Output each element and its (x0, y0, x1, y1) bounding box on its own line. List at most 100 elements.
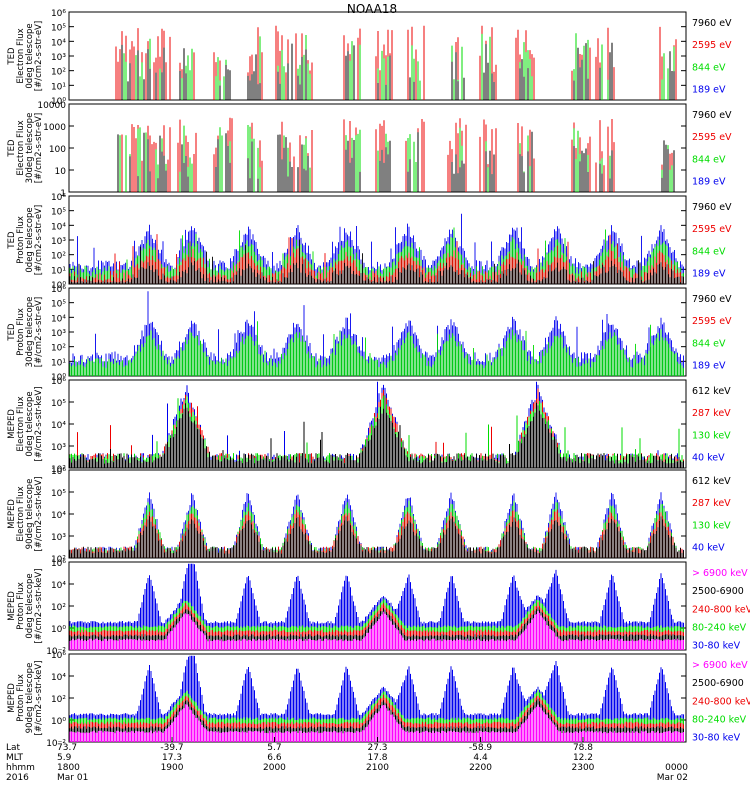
panel-8: 10⁻² 10⁰ 10² 10⁴ 10⁶ MEPED Proton Flux 90deg te… (7, 651, 750, 749)
legend-entry: 7960 eV (692, 202, 732, 213)
y-axis-label-line: Proton Flux (16, 674, 26, 722)
x-tick-label: -39.7 (160, 743, 183, 753)
panel-3: 10⁰ 10¹ 10² 10³ 10⁴ 10⁵ 10⁶ TED Proton Flux 0deg … (7, 193, 732, 291)
y-tick-label: 100 (49, 145, 66, 155)
y-tick-label: 10² (51, 555, 66, 565)
y-tick-label: 10⁶ (51, 193, 66, 203)
legend-entry: 240-800 keV (692, 604, 750, 615)
y-axis-label-line: TED (7, 47, 17, 66)
y-tick-label: 10⁶ (51, 377, 66, 387)
y-tick-label: 10⁰ (51, 625, 66, 635)
data-traces (69, 213, 684, 284)
series-trace-red (69, 694, 684, 742)
series-trace-black (69, 698, 684, 742)
y-tick-label: 10⁴ (51, 38, 66, 48)
legend-entry: > 6900 keV (692, 568, 748, 579)
y-tick-label: 10² (51, 603, 66, 613)
panel-4: 10⁰ 10¹ 10² 10³ 10⁴ 10⁵ 10⁶ TED Proton Flux 30deg… (7, 285, 732, 383)
y-tick-label: 10 (55, 167, 67, 177)
y-tick-label: 10⁴ (51, 421, 66, 431)
panel-2: 1 10 100 1000 10000 TED Electron Flux 30deg tel… (7, 101, 732, 199)
y-tick-label: 10⁵ (51, 300, 66, 310)
legend-entry: 189 eV (692, 269, 726, 280)
series-trace-green (69, 227, 684, 284)
legend-entry: 80-240 keV (692, 714, 747, 725)
legend-entry: 40 keV (692, 453, 725, 464)
y-tick-label: 1000 (43, 123, 66, 133)
y-tick-label: 10⁵ (51, 208, 66, 218)
y-axis-label-line: [#/cm2-s-str-keV] (34, 477, 44, 552)
legend-entry: 7960 eV (692, 18, 732, 29)
series-trace-red (115, 25, 677, 100)
y-axis-label-line: MEPED (7, 683, 17, 713)
x-tick-label: 2300 (572, 763, 595, 773)
panel-7: 10⁻² 10⁰ 10² 10⁴ 10⁶ MEPED Proton Flux 0deg tel… (7, 559, 750, 657)
y-tick-label: 10⁰ (51, 373, 66, 383)
legend-entry: 2595 eV (692, 316, 732, 327)
y-tick-label: 10⁰ (51, 281, 66, 291)
x-tick-label: 78.8 (573, 743, 593, 753)
x-tick-label: 2100 (366, 763, 389, 773)
y-tick-label: 10⁴ (51, 314, 66, 324)
legend-entry: 80-240 keV (692, 622, 747, 633)
y-axis-label-line: 0deg telescope (25, 573, 35, 638)
legend-entry: 30-80 keV (692, 733, 741, 744)
series-trace-blue (69, 655, 684, 742)
x-tick-label: 4.4 (473, 753, 488, 763)
legend-entry: 2595 eV (692, 40, 732, 51)
y-tick-label: 10³ (51, 237, 66, 247)
y-tick-label: 10⁶ (51, 651, 66, 661)
y-axis-label-line: MEPED (7, 591, 17, 621)
panel-5: 10² 10³ 10⁴ 10⁵ 10⁶ MEPED Electron Flux 0deg te… (7, 377, 731, 475)
y-axis-label-line: MEPED (7, 409, 17, 439)
legend-entry: 287 keV (692, 498, 731, 509)
x-tick-label: -58.9 (469, 743, 493, 753)
y-axis-label-line: Proton Flux (16, 582, 26, 630)
series-trace-blue (69, 291, 684, 376)
y-axis-label-line: Electron Flux (16, 486, 26, 541)
y-tick-label: 10⁶ (51, 285, 66, 295)
y-tick-label: 10⁵ (51, 399, 66, 409)
y-tick-label: 10³ (51, 533, 66, 543)
x-tick-label: 2200 (469, 763, 492, 773)
y-tick-label: 10¹ (51, 358, 66, 368)
series-trace-black (69, 516, 684, 558)
y-tick-label: 10⁶ (51, 559, 66, 569)
legend-entry: 844 eV (692, 338, 726, 349)
x-tick-label: 5.9 (57, 753, 72, 763)
series-trace-red (69, 602, 684, 650)
y-tick-label: 10² (51, 695, 66, 705)
x-row-label: Lat (6, 743, 21, 753)
x-tick-label: Mar 01 (57, 773, 88, 783)
legend-entry: 130 keV (692, 430, 731, 441)
y-tick-label: 10³ (51, 443, 66, 453)
legend-entry: 2595 eV (692, 224, 732, 235)
y-tick-label: 10⁵ (51, 24, 66, 34)
legend-entry: 240-800 keV (692, 696, 750, 707)
legend-entry: 844 eV (692, 246, 726, 257)
x-tick-label: 17.8 (367, 753, 387, 763)
legend-entry: 130 keV (692, 520, 731, 531)
x-row-label: MLT (6, 753, 24, 763)
y-tick-label: 10⁴ (51, 581, 66, 591)
data-traces (69, 563, 684, 650)
legend-entry: 30-80 keV (692, 641, 741, 652)
series-trace-green (121, 33, 675, 100)
legend-entry: 2595 eV (692, 132, 732, 143)
series-trace-red (69, 509, 684, 558)
legend-entry: 844 eV (692, 62, 726, 73)
y-tick-label: 10² (51, 68, 66, 78)
y-tick-label: 10000 (37, 101, 66, 111)
x-tick-label: 0000 (665, 763, 688, 773)
x-tick-label: Mar 02 (657, 773, 688, 783)
y-tick-label: 10⁴ (51, 222, 66, 232)
series-trace-red (69, 234, 684, 284)
x-tick-label: 12.2 (573, 753, 593, 763)
legend-entry: 844 eV (692, 154, 726, 165)
y-axis-label-line: TED (7, 323, 17, 342)
series-trace-green (119, 125, 675, 192)
y-axis-label-line: 30deg telescope (25, 113, 35, 184)
series-trace-green (69, 321, 684, 376)
legend-entry: 7960 eV (692, 294, 732, 305)
